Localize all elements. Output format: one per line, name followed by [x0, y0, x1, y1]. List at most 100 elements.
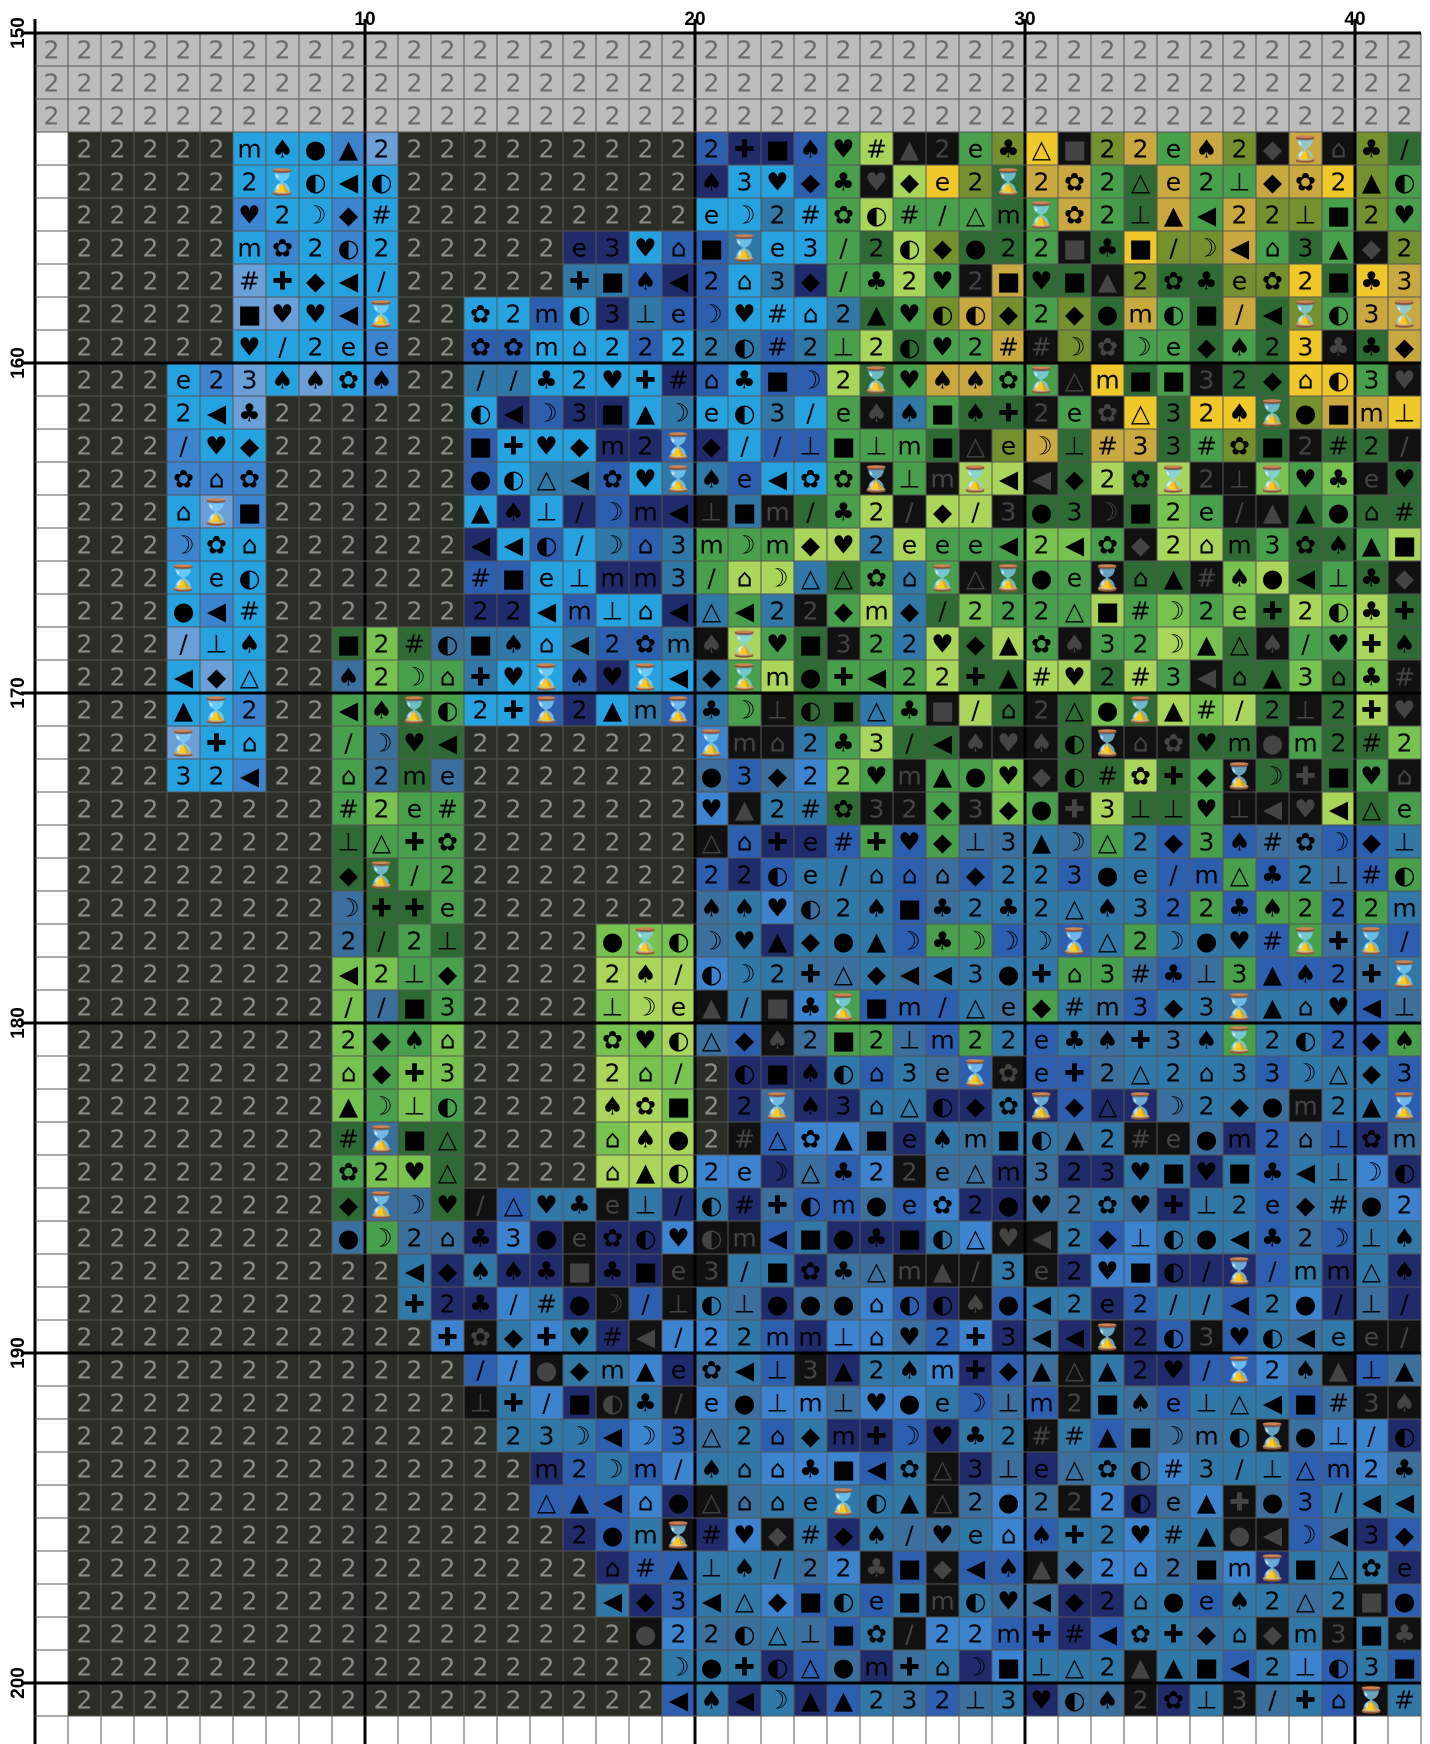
stitch-symbol: m: [1326, 1257, 1350, 1286]
stitch-symbol: 2: [572, 1554, 588, 1583]
stitch-symbol: 2: [1100, 1653, 1116, 1682]
stitch-symbol: 2: [143, 564, 159, 593]
stitch-symbol: 2: [1331, 69, 1347, 98]
stitch-symbol: ▲: [1164, 696, 1184, 725]
stitch-symbol: 2: [209, 135, 225, 164]
stitch-symbol: 2: [110, 762, 126, 791]
stitch-symbol: ◐: [833, 1587, 855, 1616]
stitch-cell: [266, 363, 299, 396]
stitch-symbol: ◀: [768, 465, 788, 494]
blank-cell: [332, 1716, 365, 1744]
stitch-cell: [1058, 297, 1091, 330]
stitch-symbol: e: [1166, 333, 1181, 362]
stitch-symbol: 2: [506, 927, 522, 956]
blank-cell: [431, 1716, 464, 1744]
blank-cell: [35, 528, 68, 561]
stitch-symbol: /: [1202, 1257, 1211, 1286]
stitch-cell: [68, 165, 101, 198]
stitch-symbol: ⊥: [734, 1290, 756, 1319]
stitch-symbol: ⌂: [638, 531, 654, 560]
stitch-symbol: 2: [143, 102, 159, 131]
stitch-cell: [530, 33, 563, 66]
stitch-symbol: ☽: [568, 1422, 590, 1451]
stitch-cell: [629, 198, 662, 231]
stitch-symbol: /: [344, 993, 353, 1022]
stitch-cell: [1322, 99, 1355, 132]
stitch-symbol: 2: [374, 1488, 390, 1517]
stitch-symbol: ◀: [1329, 1521, 1349, 1550]
blank-cell: [35, 1584, 68, 1617]
stitch-cell: [992, 165, 1025, 198]
stitch-cell: [1124, 33, 1157, 66]
stitch-cell: [464, 264, 497, 297]
stitch-symbol: 3: [1265, 1059, 1281, 1088]
stitch-symbol: △: [1362, 1257, 1382, 1286]
stitch-symbol: 2: [572, 1158, 588, 1187]
stitch-symbol: ■: [568, 1257, 592, 1286]
stitch-symbol: ◀: [1296, 564, 1316, 593]
stitch-symbol: 2: [407, 1389, 423, 1418]
stitch-symbol: 2: [869, 531, 885, 560]
stitch-symbol: 2: [110, 300, 126, 329]
stitch-symbol: △: [1065, 597, 1085, 626]
stitch-cell: [596, 165, 629, 198]
stitch-symbol: e: [209, 564, 224, 593]
stitch-symbol: ☽: [799, 366, 821, 395]
stitch-symbol: ◀: [1032, 1224, 1052, 1253]
stitch-symbol: 2: [407, 531, 423, 560]
stitch-symbol: ■: [931, 432, 955, 461]
stitch-symbol: ♠: [634, 960, 656, 989]
stitch-symbol: 2: [605, 894, 621, 923]
stitch-symbol: 2: [77, 861, 93, 890]
stitch-symbol: ✿: [602, 1224, 623, 1253]
stitch-symbol: △: [1065, 1455, 1085, 1484]
stitch-symbol: ♥: [1327, 630, 1349, 659]
stitch-symbol: 2: [1364, 36, 1380, 65]
stitch-cell: [827, 198, 860, 231]
stitch-symbol: ✚: [503, 1389, 524, 1418]
stitch-symbol: e: [770, 234, 785, 263]
stitch-symbol: ✚: [734, 1653, 755, 1682]
stitch-symbol: ♥: [832, 135, 854, 164]
stitch-cell: [464, 297, 497, 330]
stitch-symbol: ⌛: [1125, 696, 1156, 725]
stitch-symbol: ◆: [1065, 1554, 1085, 1583]
stitch-symbol: ●: [536, 1356, 558, 1385]
stitch-symbol: 2: [1265, 201, 1281, 230]
stitch-symbol: △: [1065, 1653, 1085, 1682]
stitch-symbol: ♣: [1327, 465, 1349, 494]
stitch-symbol: e: [1034, 1059, 1049, 1088]
stitch-symbol: ◆: [1395, 564, 1415, 593]
stitch-symbol: #: [1328, 1191, 1349, 1220]
stitch-symbol: 2: [275, 762, 291, 791]
stitch-symbol: ✚: [404, 828, 425, 857]
stitch-symbol: ☽: [766, 1158, 788, 1187]
stitch-cell: [431, 66, 464, 99]
stitch-symbol: ◆: [1098, 1224, 1118, 1253]
stitch-symbol: 3: [1298, 333, 1314, 362]
stitch-cell: [1223, 330, 1256, 363]
stitch-symbol: #: [800, 1521, 821, 1550]
stitch-symbol: m: [600, 564, 624, 593]
stitch-symbol: #: [734, 1191, 755, 1220]
stitch-symbol: 3: [1364, 1521, 1380, 1550]
column-label: 40: [1344, 9, 1365, 30]
stitch-symbol: #: [1064, 1422, 1085, 1451]
stitch-symbol: #: [1031, 663, 1052, 692]
stitch-symbol: 2: [704, 1620, 720, 1649]
stitch-cell: [365, 66, 398, 99]
stitch-symbol: ♠: [1195, 135, 1217, 164]
stitch-symbol: m: [1293, 1257, 1317, 1286]
stitch-symbol: ⌂: [737, 1455, 753, 1484]
stitch-symbol: ♠: [799, 1059, 821, 1088]
stitch-symbol: /: [773, 432, 782, 461]
stitch-symbol: 2: [638, 432, 654, 461]
stitch-symbol: e: [968, 531, 983, 560]
stitch-cell: [1223, 363, 1256, 396]
column-number-labels: 10 20 30 40: [354, 9, 1365, 30]
stitch-cell: [101, 297, 134, 330]
stitch-symbol: 2: [473, 729, 489, 758]
blank-cell: [893, 1716, 926, 1744]
stitch-symbol: 2: [1298, 861, 1314, 890]
